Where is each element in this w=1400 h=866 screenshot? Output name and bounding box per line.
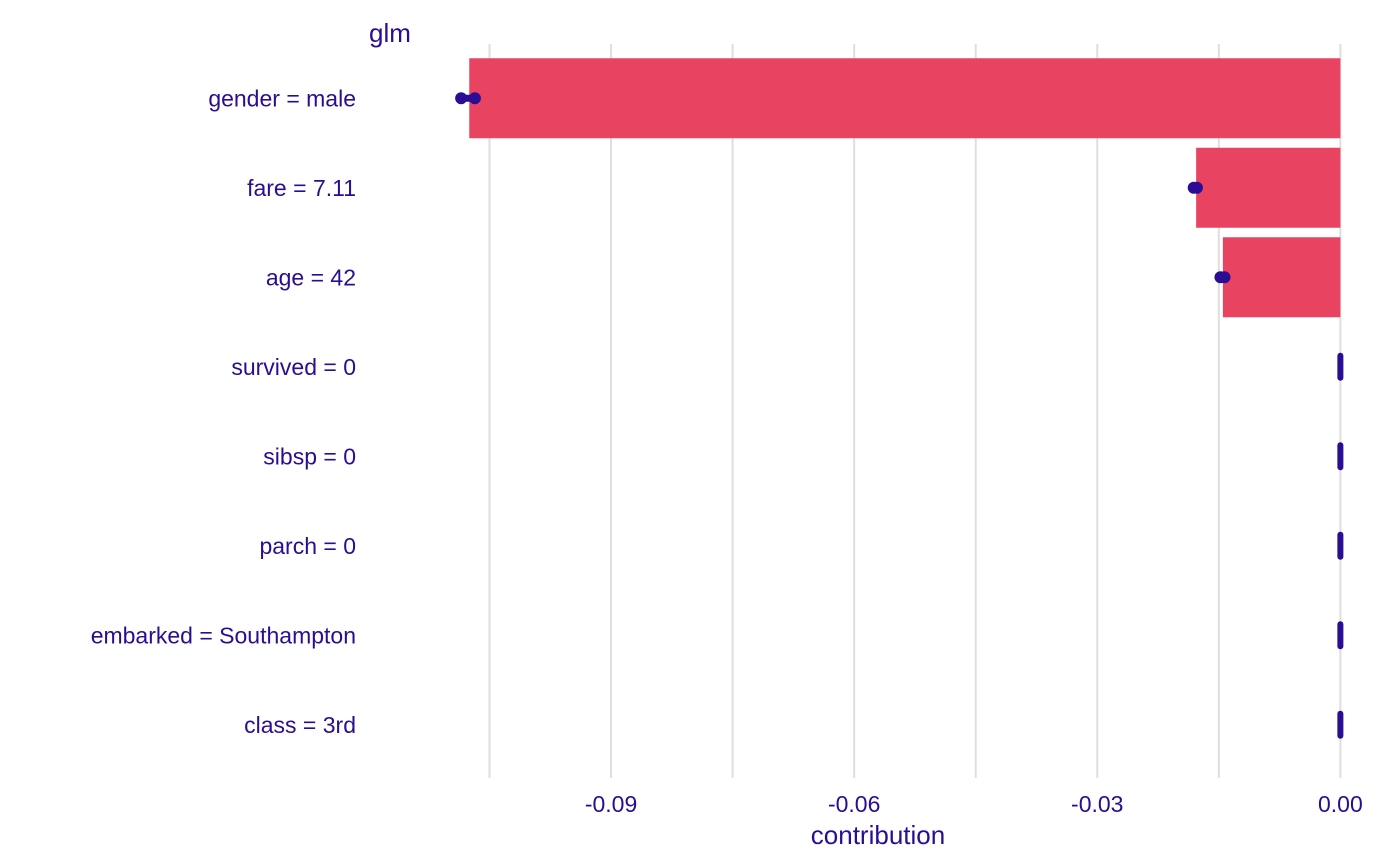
category-labels: gender = male fare = 7.11 age = 42 survived… xyxy=(91,85,356,738)
category-label: parch = 0 xyxy=(259,533,356,559)
bar-2 xyxy=(1222,237,1341,318)
category-label: fare = 7.11 xyxy=(247,175,356,201)
x-tick-label: 0.00 xyxy=(1318,791,1363,817)
point-min-0 xyxy=(455,92,468,105)
category-label: survived = 0 xyxy=(231,354,356,380)
contribution-points xyxy=(455,92,1344,739)
point-max-1 xyxy=(1190,181,1203,194)
category-label: age = 42 xyxy=(266,264,356,290)
x-tick-label: -0.03 xyxy=(1071,791,1123,817)
point-max-2 xyxy=(1218,271,1231,284)
point-max-0 xyxy=(468,92,481,105)
bar-1 xyxy=(1196,147,1341,228)
x-tick-label: -0.09 xyxy=(585,791,637,817)
chart-title: glm xyxy=(369,18,411,48)
x-tick-labels: -0.09 -0.06 -0.03 0.00 xyxy=(585,791,1363,817)
category-label: gender = male xyxy=(208,85,356,111)
bars xyxy=(469,58,1341,318)
category-label: sibsp = 0 xyxy=(263,443,356,469)
x-tick-label: -0.06 xyxy=(828,791,880,817)
category-label: class = 3rd xyxy=(244,712,356,738)
category-label: embarked = Southampton xyxy=(91,622,356,648)
x-axis-label: contribution xyxy=(811,820,945,850)
bar-0 xyxy=(469,58,1341,139)
